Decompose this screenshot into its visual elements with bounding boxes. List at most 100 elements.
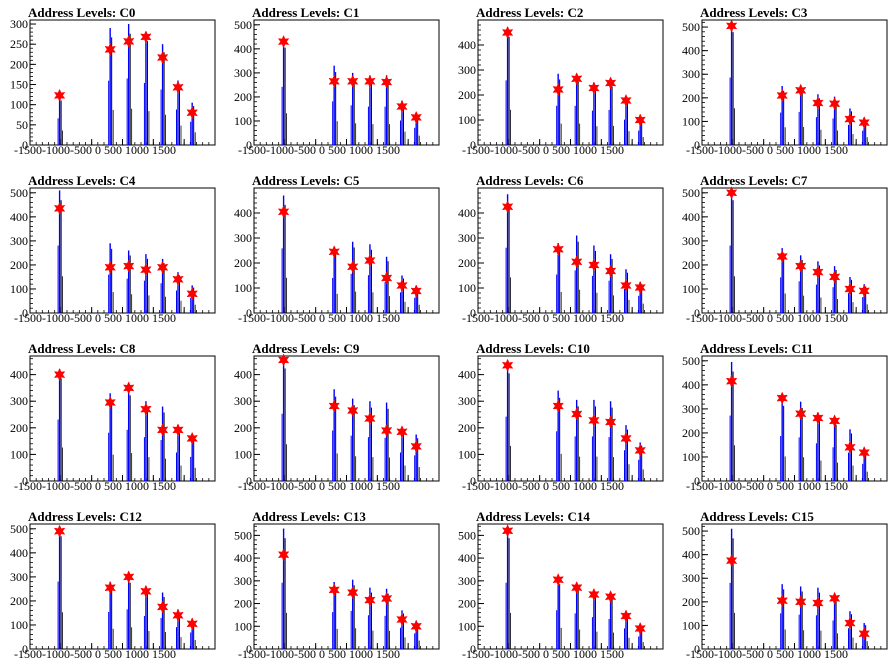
- y-tick-label: 200: [10, 594, 28, 608]
- red-star-marker: [364, 593, 376, 607]
- y-tick-label: 0: [470, 642, 476, 656]
- red-star-marker: [122, 570, 135, 584]
- y-tick-label: 300: [234, 394, 252, 408]
- red-star-marker: [346, 585, 359, 600]
- y-tick-label: 200: [10, 57, 28, 71]
- y-tick-label: 0: [694, 306, 700, 320]
- y-tick-label: 200: [458, 421, 476, 435]
- histogram-plot: 0 100 200 300 400 -1500-1000-500 0 500 1000 1…: [458, 355, 664, 493]
- y-tick-label: 300: [458, 394, 476, 408]
- red-star-marker: [588, 258, 600, 272]
- red-star-marker: [828, 97, 841, 111]
- red-star-marker: [122, 259, 135, 273]
- red-star-marker: [844, 282, 856, 296]
- red-star-marker: [328, 74, 340, 88]
- red-star-marker: [186, 106, 198, 120]
- red-star-marker: [620, 278, 632, 293]
- y-tick-label: 300: [682, 571, 700, 585]
- red-star-marker: [364, 253, 376, 268]
- y-tick-label: 200: [234, 597, 252, 611]
- red-star-marker: [620, 431, 632, 446]
- x-tick-labels: -1500-1000-500 0 500 1000 1500: [462, 143, 624, 157]
- chart-title: Address Levels: C9: [252, 341, 360, 356]
- red-star-marker: [53, 524, 66, 538]
- red-star-marker: [725, 553, 738, 568]
- red-star-marker: [812, 411, 824, 425]
- y-tick-label: 100: [234, 619, 252, 633]
- x-tick-labels: -1500-1000-500 0 500 1000 1500: [14, 647, 176, 661]
- red-star-marker: [53, 367, 66, 382]
- y-tick-label: 100: [10, 447, 28, 461]
- red-star-marker: [776, 594, 788, 608]
- y-tick-label: 100: [682, 618, 700, 632]
- y-tick-label: 250: [10, 37, 28, 51]
- y-tick-label: 0: [22, 138, 28, 152]
- histogram-panel: Address Levels: C5 0 100 200 300 400 -1500-100…: [224, 168, 448, 336]
- y-tick-label: 400: [10, 368, 28, 382]
- y-tick-label: 400: [10, 546, 28, 560]
- histogram-plot: 0 100 200 300 400 500 -1500-1000-500 0 500 100…: [10, 186, 216, 325]
- y-tick-label: 500: [682, 524, 700, 538]
- y-tick-label: 400: [458, 206, 476, 220]
- y-tick-label: 100: [234, 114, 252, 128]
- y-tick-label: 400: [458, 551, 476, 565]
- histogram-panel: Address Levels: C12 0 100 200 300 400 500 -1500…: [0, 504, 224, 672]
- red-star-marker: [725, 19, 738, 33]
- red-star-marker: [380, 75, 393, 89]
- y-tick-label: 200: [234, 256, 252, 270]
- chart-title: Address Levels: C10: [476, 341, 590, 356]
- histogram-panel: Address Levels: C11 0 100 200 300 400 500 -1500…: [672, 336, 896, 504]
- histogram-plot: 0 100 200 300 400 500 -1500-1000-500 0 500 100…: [10, 522, 216, 661]
- red-star-marker: [104, 395, 116, 410]
- red-star-marker: [156, 600, 169, 614]
- y-tick-label: 500: [10, 522, 28, 536]
- y-tick-label: 200: [234, 421, 252, 435]
- histogram-plot: 0 100 200 300 400 -1500-1000-500 0 500 1000 1…: [234, 187, 440, 325]
- y-tick-label: 300: [10, 234, 28, 248]
- red-star-marker: [812, 596, 824, 610]
- red-star-marker: [604, 590, 617, 604]
- red-star-marker: [812, 96, 824, 110]
- red-star-marker: [858, 445, 870, 460]
- histogram-plot: 0 100 200 300 400 500 -1500-1000-500 0 500 100…: [682, 354, 888, 493]
- red-star-marker: [140, 263, 152, 277]
- y-tick-label: 400: [234, 551, 252, 565]
- y-tick-label: 400: [682, 44, 700, 58]
- red-star-marker: [140, 402, 152, 416]
- red-star-marker: [346, 260, 359, 274]
- y-tick-label: 400: [682, 378, 700, 392]
- red-star-marker: [828, 414, 841, 428]
- y-tick-label: 100: [234, 447, 252, 461]
- red-star-marker: [346, 403, 359, 418]
- red-star-marker: [570, 72, 583, 86]
- red-star-marker: [104, 42, 116, 57]
- chart-title: Address Levels: C11: [700, 341, 814, 356]
- chart-title: Address Levels: C12: [28, 509, 142, 524]
- red-star-marker: [812, 265, 824, 279]
- red-star-marker: [725, 374, 738, 388]
- red-star-marker: [844, 440, 856, 454]
- histogram-panel: Address Levels: C13 0 100 200 300 400 500 -1500…: [224, 504, 448, 672]
- y-tick-label: 0: [246, 138, 252, 152]
- histogram-plot: 0 100 200 300 400 -1500-1000-500 0 500 1000 1…: [10, 355, 216, 493]
- red-star-marker: [776, 88, 788, 103]
- red-star-marker: [396, 278, 408, 293]
- chart-title: Address Levels: C1: [252, 5, 360, 20]
- y-tick-label: 0: [694, 474, 700, 488]
- red-star-marker: [552, 242, 564, 256]
- red-star-marker: [620, 93, 632, 108]
- y-tick-label: 0: [22, 474, 28, 488]
- y-tick-label: 500: [682, 20, 700, 34]
- y-tick-label: 300: [10, 17, 28, 31]
- red-star-marker: [172, 608, 184, 622]
- red-star-marker: [634, 621, 646, 636]
- y-tick-label: 500: [234, 528, 252, 542]
- y-tick-label: 200: [10, 258, 28, 272]
- y-tick-label: 0: [470, 138, 476, 152]
- y-tick-label: 200: [234, 90, 252, 104]
- y-tick-label: 300: [458, 63, 476, 77]
- histogram-plot: 0 50 100 150 200 250 300 -1500-1000-500 0 500 1…: [10, 17, 216, 157]
- red-star-marker: [186, 287, 198, 301]
- histogram-panel: Address Levels: C4 0 100 200 300 400 500 -1500-…: [0, 168, 224, 336]
